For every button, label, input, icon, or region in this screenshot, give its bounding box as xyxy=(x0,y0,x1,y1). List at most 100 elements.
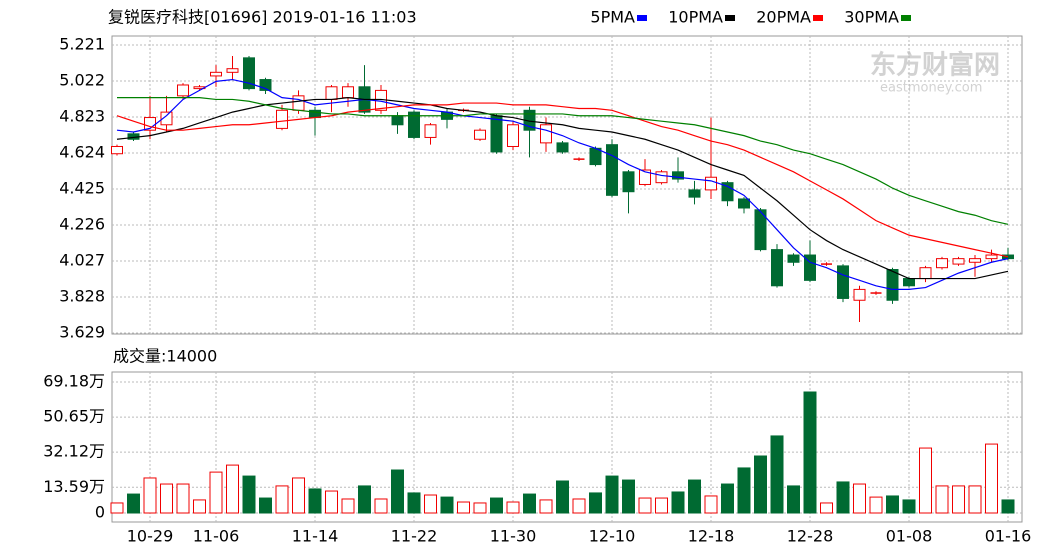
y-tick-label: 4.823 xyxy=(59,107,105,126)
candle-body xyxy=(292,95,305,111)
x-tick-label: 01-08 xyxy=(886,527,933,546)
chart-title: 复锐医疗科技[01696] 2019-01-16 11:03 xyxy=(108,8,417,27)
y-tick-label: 4.425 xyxy=(59,179,105,198)
y-tick-label: 4.624 xyxy=(59,143,105,162)
volume-bar xyxy=(1001,499,1015,514)
volume-bar xyxy=(671,491,685,514)
candle-body xyxy=(226,68,239,73)
y-tick-label: 4.027 xyxy=(59,251,105,270)
volume-bar xyxy=(457,501,470,514)
y-tick-label: 4.226 xyxy=(59,215,105,234)
candle-body xyxy=(969,258,981,263)
x-tick-label: 12-18 xyxy=(688,527,735,546)
volume-bar xyxy=(275,485,289,514)
y-tick-label: 3.828 xyxy=(59,287,105,306)
volume-bar xyxy=(506,501,520,514)
volume-bar xyxy=(539,499,553,514)
candle-body xyxy=(424,124,437,138)
candle-body xyxy=(886,269,899,301)
y-tick-label: 13.59万 xyxy=(43,477,105,496)
volume-bar xyxy=(902,499,916,514)
volume-bar xyxy=(572,498,586,514)
volume-bar xyxy=(605,475,619,514)
candle-body xyxy=(490,115,503,153)
candle-body xyxy=(243,57,255,90)
candle-body xyxy=(655,171,668,184)
volume-bar xyxy=(655,497,668,514)
candle-body xyxy=(738,198,750,209)
volume-bar xyxy=(325,490,338,514)
volume-bar xyxy=(721,483,734,514)
candle-body xyxy=(936,258,948,269)
candle-body xyxy=(985,254,998,260)
volume-bar xyxy=(836,481,850,514)
candle-body xyxy=(804,254,816,281)
candle-body xyxy=(903,278,915,287)
volume-bar xyxy=(424,494,437,514)
watermark-url: eastmoney.com xyxy=(880,81,982,96)
y-tick-label: 69.18万 xyxy=(43,372,105,391)
candle-body xyxy=(622,171,635,193)
volume-bar xyxy=(704,495,718,514)
candle-body xyxy=(177,84,189,97)
candle-body xyxy=(721,182,734,202)
volume-bar xyxy=(589,492,602,514)
legend-swatch xyxy=(813,15,823,21)
volume-panel xyxy=(111,371,1023,523)
y-tick-label: 5.022 xyxy=(59,71,105,90)
x-tick-label: 12-28 xyxy=(787,527,834,546)
volume-bar xyxy=(490,497,503,514)
volume-bar xyxy=(160,483,173,514)
candle-body xyxy=(507,124,519,147)
volume-bar xyxy=(523,493,536,514)
candle-body xyxy=(688,189,701,198)
volume-title: 成交量:14000 xyxy=(113,347,217,366)
candle-body xyxy=(210,71,222,77)
volume-bar xyxy=(176,483,190,514)
candle-body xyxy=(771,249,783,287)
volume-bar xyxy=(358,485,371,514)
volume-bar xyxy=(638,497,652,514)
volume-bar xyxy=(688,479,701,514)
volume-bar xyxy=(556,480,569,514)
legend-label: 5PMA xyxy=(590,8,635,27)
volume-bar xyxy=(440,496,454,514)
ma-line xyxy=(116,102,1009,258)
volume-bar xyxy=(754,455,767,514)
candle-body xyxy=(754,209,767,251)
x-tick-label: 01-16 xyxy=(985,527,1032,546)
y-tick-label: 3.629 xyxy=(59,323,105,342)
volume-bar xyxy=(803,391,817,514)
candle-body xyxy=(259,79,272,91)
y-tick-label: 50.65万 xyxy=(43,407,105,426)
watermark: 东方财富网 xyxy=(870,50,1000,81)
candle-body xyxy=(276,109,288,129)
x-tick-label: 12-10 xyxy=(589,527,636,546)
volume-bar xyxy=(985,443,998,514)
y-tick-label: 32.12万 xyxy=(43,442,105,461)
x-tick-label: 11-06 xyxy=(193,527,240,546)
x-tick-label: 10-29 xyxy=(127,527,174,546)
candle-body xyxy=(837,265,849,299)
legend-swatch xyxy=(901,15,911,21)
x-tick-label: 11-14 xyxy=(292,527,339,546)
candle-body xyxy=(853,288,866,301)
volume-bar xyxy=(193,499,206,514)
candle-body xyxy=(672,171,684,180)
x-tick-label: 11-30 xyxy=(490,527,537,546)
volume-bar xyxy=(952,485,965,514)
y-tick-label: 5.221 xyxy=(59,35,105,54)
legend-label: 30PMA xyxy=(844,8,899,27)
candle-body xyxy=(705,176,717,191)
volume-bar xyxy=(341,498,355,514)
volume-bar xyxy=(473,502,487,514)
candle-body xyxy=(952,258,965,265)
candle-body xyxy=(540,124,552,144)
volume-bar xyxy=(292,477,305,514)
volume-bar xyxy=(407,492,421,514)
ma-line xyxy=(116,78,1009,291)
volume-bar xyxy=(308,488,322,514)
volume-bar xyxy=(737,467,751,514)
volume-bar xyxy=(853,483,866,514)
